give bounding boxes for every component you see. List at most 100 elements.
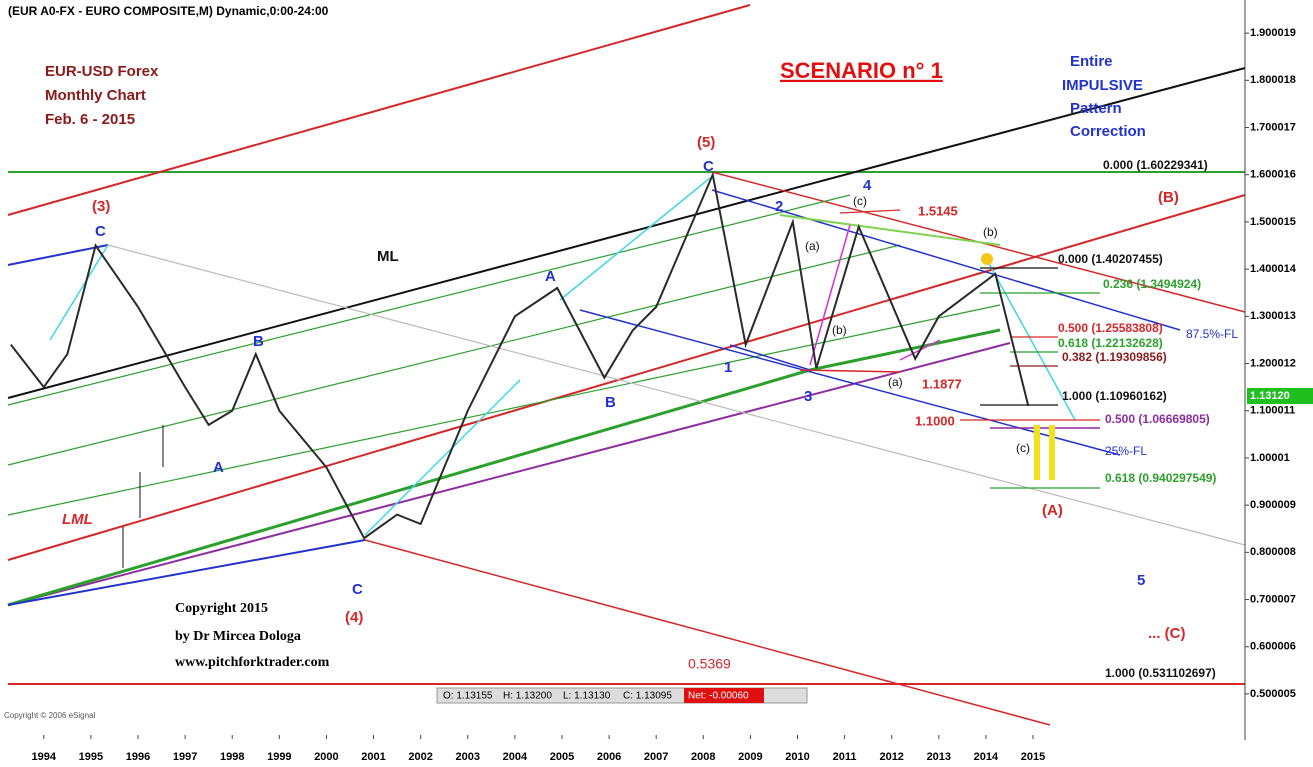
x-tick-label: 2006 [597,751,621,763]
status-high: H: 1.13200 [503,691,552,702]
annotation: C [95,223,106,240]
x-tick-label: 2009 [738,751,762,763]
copyright: by Dr Mircea Dologa [175,629,301,644]
y-tick-label: 1.500015 [1250,216,1296,228]
annotation: 1.5145 [918,203,958,218]
x-tick-label: 1999 [267,751,291,763]
annotation: B [253,333,264,350]
annotation: A [545,268,556,285]
fib-label: 0.618 (1.22132628) [1058,336,1163,350]
annotation: 0.5369 [688,656,731,672]
annotation: SCENARIO n° 1 [780,58,943,83]
annotation: Pattern [1070,100,1122,117]
annotation: 87.5%-FL [1186,327,1238,341]
annotation: 1.1877 [922,376,962,391]
x-tick-label: 2001 [361,751,385,763]
x-tick-label: 2015 [1021,751,1045,763]
annotation: 5 [1137,572,1145,589]
x-tick-label: 2003 [456,751,480,763]
y-tick-label: 1.00001 [1250,452,1290,464]
annotations: EUR-USD Forex Monthly Chart Feb. 6 - 201… [45,53,1238,680]
x-tick-label: 1995 [79,751,103,763]
annotation: (A) [1042,502,1063,519]
y-tick-label: 1.100011 [1250,405,1295,417]
annotation: 2 [775,198,783,215]
x-tick-label: 2005 [550,751,574,763]
annotation: (a) [805,239,820,253]
x-tick-label: 2013 [927,751,951,763]
annotation: (3) [92,198,110,215]
status-net: Net: -0.00060 [688,691,749,702]
fib-label: 0.000 (1.40207455) [1058,252,1163,266]
x-tick-label: 2004 [503,751,528,763]
annotation: (c) [853,194,867,208]
fib-label: 0.500 (1.06669805) [1105,412,1210,426]
fib-label: 1.000 (0.531102697) [1105,666,1216,680]
fib-label: 0.236 (1.3494924) [1103,277,1201,291]
annotation: 4 [863,177,872,194]
annotation: 3 [804,388,812,405]
source: Copyright © 2006 eSignal [4,711,96,720]
annotation: (4) [345,609,363,626]
x-tick-label: 2002 [408,751,432,763]
x-tick-label: 2011 [833,751,857,763]
last-price-label: 1.13120 [1250,390,1290,402]
status-low: L: 1.13130 [563,691,611,702]
y-tick-label: 0.800008 [1250,546,1296,558]
copyright: www.pitchforktrader.com [175,655,330,670]
status-bar: O: 1.13155 H: 1.13200 L: 1.13130 C: 1.13… [436,687,808,704]
x-tick-label: 2000 [314,751,338,763]
x-tick-label: 1994 [32,751,57,763]
annotation: LML [62,511,93,528]
y-tick-label: 0.600006 [1250,641,1296,653]
y-tick-label: 1.200012 [1250,357,1296,369]
fib-label: 1.000 (1.10960162) [1062,389,1167,403]
annotation: B [605,394,616,411]
status-open: O: 1.13155 [443,691,493,702]
annotation: ML [377,248,399,265]
y-tick-label: 1.300013 [1250,310,1296,322]
last-price-box [1247,388,1313,405]
copyright: Copyright 2015 [175,601,268,616]
annotation: (b) [983,225,998,239]
x-tick-label: 2014 [974,751,999,763]
annotation: (5) [697,134,715,151]
x-tick-label: 2008 [691,751,715,763]
annotation: Monthly Chart [45,87,146,104]
x-tick-label: 2012 [879,751,903,763]
y-tick-label: 1.400014 [1250,263,1297,275]
price-line [10,171,1030,540]
y-tick-label: 0.700007 [1250,593,1296,605]
fib-label: 0.382 (1.19309856) [1062,350,1167,364]
annotation: C [703,158,714,175]
annotation: 25%-FL [1105,444,1147,458]
x-tick-label: 2007 [644,751,668,763]
annotation: A [213,459,224,476]
fib-label: 0.500 (1.25583808) [1058,321,1163,335]
chart-title: (EUR A0-FX - EURO COMPOSITE,M) Dynamic,0… [8,4,329,18]
annotation: (a) [888,375,903,389]
y-tick-label: 0.500005 [1250,688,1296,700]
annotation: (b) [832,323,847,337]
annotation: Feb. 6 - 2015 [45,111,135,128]
x-tick-label: 1996 [126,751,150,763]
annotation: Entire [1070,53,1113,70]
x-tick-label: 2010 [785,751,809,763]
y-tick-label: 1.700017 [1250,121,1296,133]
fib-label: 0.618 (0.940297549) [1105,471,1216,485]
x-tick-label: 1998 [220,751,244,763]
x-tick-label: 1997 [173,751,197,763]
annotation: (B) [1158,189,1179,206]
y-tick-label: 0.900009 [1250,499,1296,511]
annotation: (c) [1016,441,1030,455]
y-tick-label: 1.800018 [1250,74,1296,86]
y-tick-label: 1.600016 [1250,169,1296,181]
y-tick-label: 1.900019 [1250,27,1296,39]
annotation: ... (C) [1148,625,1186,642]
fib-label: 0.000 (1.60229341) [1103,158,1208,172]
annotation: 1 [724,359,732,376]
annotation: Correction [1070,123,1146,140]
annotation: C [352,581,363,598]
annotation: IMPULSIVE [1062,77,1143,94]
